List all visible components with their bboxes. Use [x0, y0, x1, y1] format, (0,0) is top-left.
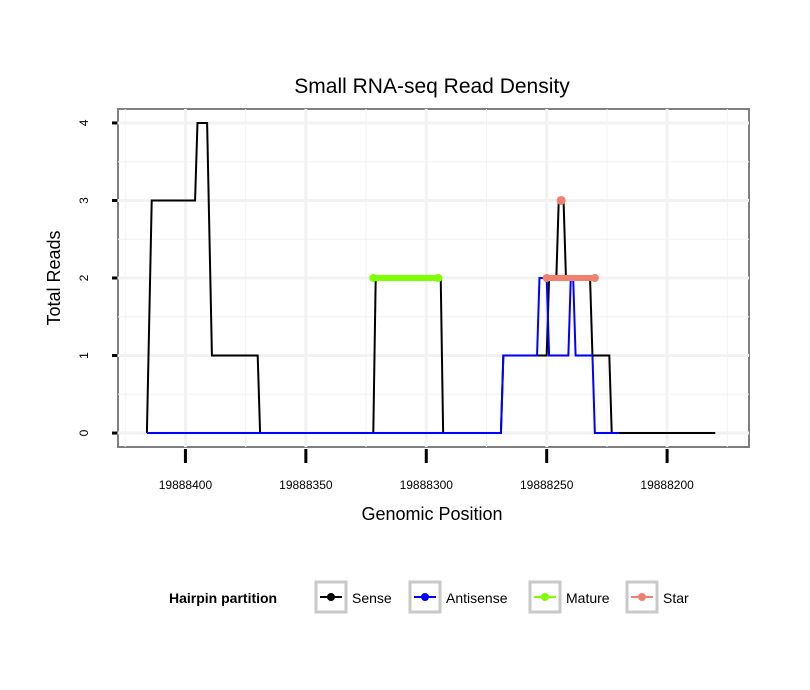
legend: Hairpin partition Sense Antisense Mature St… [169, 580, 689, 614]
legend-key-mature [528, 580, 562, 614]
y-tick-label: 2 [77, 274, 91, 281]
x-tick-label: 19888200 [640, 478, 694, 492]
series-star-point [542, 274, 551, 282]
legend-key-dot [638, 593, 646, 601]
legend-key-antisense [408, 580, 442, 614]
legend-key-dot [541, 593, 549, 601]
legend-key-star [625, 580, 659, 614]
legend-title: Hairpin partition [169, 590, 277, 606]
y-axis-title: Total Reads [44, 230, 64, 325]
y-axis: 0 1 2 3 4 [77, 119, 117, 436]
y-tick-label: 3 [77, 197, 91, 204]
legend-label-mature: Mature [566, 590, 610, 606]
legend-key-dot [327, 593, 335, 601]
legend-key-dot [421, 593, 429, 601]
x-tick-label: 19888300 [400, 478, 454, 492]
x-axis-title: Genomic Position [361, 504, 502, 524]
y-tick-label: 1 [77, 352, 91, 359]
chart-title: Small RNA-seq Read Density [294, 75, 570, 98]
x-tick-label: 19888400 [159, 478, 213, 492]
series-layer [145, 121, 716, 435]
legend-label-antisense: Antisense [446, 590, 508, 606]
legend-key-sense [314, 580, 348, 614]
legend-label-star: Star [663, 590, 689, 606]
y-tick-label: 4 [77, 119, 91, 126]
series-star-point [590, 274, 599, 282]
y-tick-label: 0 [77, 429, 91, 436]
x-tick-label: 19888350 [279, 478, 333, 492]
series-mature-point [369, 274, 378, 282]
series-star-peak-point [556, 195, 566, 205]
x-axis: 19888400 19888350 19888300 19888250 19888200 [159, 449, 694, 492]
series-mature-point [434, 274, 443, 282]
legend-label-sense: Sense [352, 590, 392, 606]
x-tick-label: 19888250 [520, 478, 574, 492]
series-antisense-line [146, 277, 619, 435]
